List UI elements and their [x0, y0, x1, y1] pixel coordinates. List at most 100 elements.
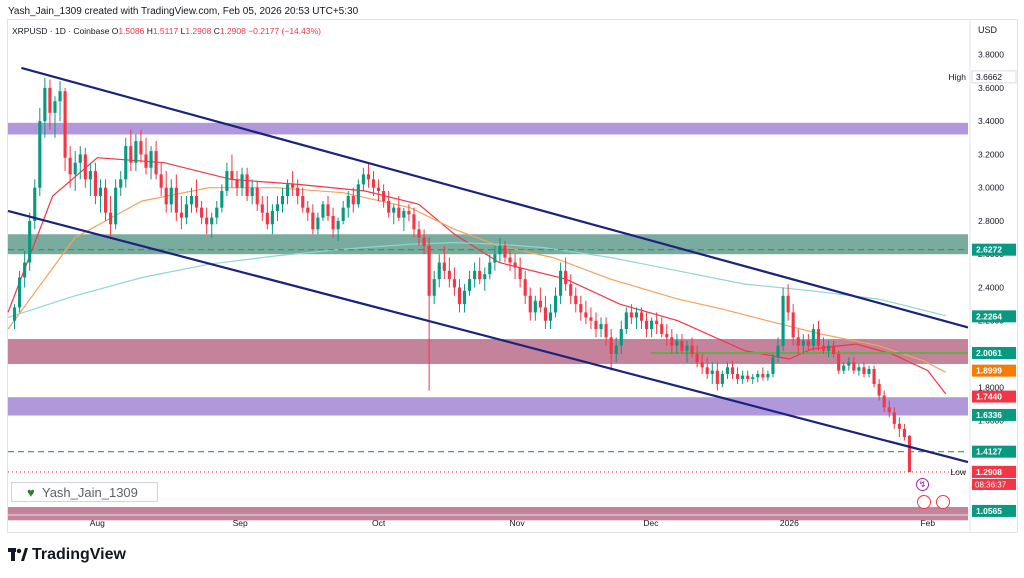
candle-body — [806, 340, 810, 346]
candle-73 — [382, 184, 386, 208]
candle-body — [488, 262, 492, 275]
candle-body — [543, 307, 547, 321]
candle-154 — [791, 304, 795, 346]
candle-123 — [634, 307, 639, 330]
candle-body — [397, 207, 401, 218]
candle-119 — [614, 337, 618, 363]
candle-body — [321, 204, 325, 218]
brand-text: TradingView — [32, 546, 126, 563]
candle-162 — [832, 340, 836, 358]
candle-body — [867, 368, 871, 374]
candle-body — [574, 295, 578, 305]
tradingview-icon — [8, 548, 28, 562]
candle-body — [907, 435, 912, 472]
candle-body — [483, 274, 487, 280]
moving-averages-layer — [7, 157, 947, 395]
candle-89 — [462, 284, 467, 313]
candle-body — [634, 312, 639, 318]
candle-body — [109, 212, 113, 225]
candle-body — [154, 151, 158, 175]
candle-body — [371, 179, 376, 188]
legend-low-label: L — [180, 26, 186, 36]
candle-136 — [700, 354, 704, 374]
candle-body — [518, 267, 522, 280]
candle-body — [589, 317, 593, 321]
candle-body — [189, 196, 194, 205]
price-label-box-6 — [972, 408, 1016, 421]
legend-change: −0.2177 (−14.43%) — [248, 26, 321, 36]
candle-138 — [710, 362, 714, 384]
candle-body — [93, 171, 97, 196]
candle-115 — [594, 312, 598, 338]
legend-close: 1.2908 — [219, 26, 246, 36]
symbol-legend[interactable]: XRPUSD · 1D · Coinbase O1.5086 H1.5117 L… — [12, 26, 321, 36]
candle-173 — [887, 400, 891, 418]
y-tick-label-3: 3.2000 — [978, 149, 1004, 159]
candle-body — [336, 220, 340, 230]
candle-5 — [38, 107, 42, 196]
candle-body — [655, 320, 659, 325]
candle-body — [796, 337, 800, 346]
candle-body — [179, 212, 183, 218]
price-label-value-3: 2.0061 — [976, 348, 1002, 358]
candle-164 — [842, 362, 846, 374]
candle-body — [392, 207, 396, 213]
candle-body — [680, 340, 684, 351]
candle-body — [781, 295, 785, 346]
candle-40 — [215, 200, 219, 225]
candle-109 — [564, 257, 568, 291]
legend-high: 1.5117 — [152, 26, 179, 36]
candle-body — [341, 207, 345, 221]
candle-body — [250, 187, 254, 196]
candle-53 — [280, 187, 285, 213]
candle-20 — [114, 179, 118, 230]
candle-93 — [483, 267, 487, 291]
candle-body — [776, 345, 780, 358]
candle-120 — [619, 320, 623, 354]
candle-body — [614, 345, 618, 354]
candle-76 — [397, 196, 401, 221]
candle-43 — [230, 154, 234, 188]
candle-body — [447, 270, 451, 280]
candle-28 — [154, 141, 158, 180]
candle-body — [832, 345, 836, 354]
candle-21 — [119, 171, 123, 196]
us-flag-icon[interactable] — [917, 495, 931, 509]
lightning-icon[interactable]: ↯ — [916, 478, 929, 491]
candle-body — [169, 187, 173, 205]
candle-48 — [255, 181, 259, 211]
candle-body — [564, 270, 568, 285]
candle-body — [260, 204, 264, 213]
y-tick-label-1: 3.6000 — [978, 83, 1004, 93]
candle-body — [346, 196, 350, 208]
candle-body — [842, 365, 846, 371]
candle-body — [280, 196, 285, 205]
candle-body — [291, 184, 295, 188]
candle-96 — [498, 237, 502, 263]
candle-body — [452, 279, 456, 288]
candle-82 — [427, 237, 431, 391]
x-tick-label-5: 2026 — [780, 518, 799, 528]
zone-3 — [8, 397, 968, 416]
axes-layer: USD 3.8000 3.6000 3.4000 3.2000 3.0000 2.8000 2… — [8, 20, 1004, 532]
candle-body — [710, 370, 714, 374]
candle-body — [275, 204, 280, 211]
candle-6 — [43, 77, 47, 138]
chart-caption: Yash_Jain_1309 created with TradingView.… — [8, 6, 359, 17]
candle-141 — [725, 362, 730, 379]
candle-70 — [366, 162, 371, 188]
candle-148 — [761, 367, 765, 381]
candle-100 — [518, 257, 522, 288]
candle-23 — [129, 129, 133, 172]
candle-67 — [351, 187, 355, 213]
candle-body — [766, 373, 770, 378]
candle-body — [432, 279, 436, 296]
candle-body — [417, 229, 421, 238]
price-label-box-9 — [972, 465, 1016, 478]
candle-body — [442, 262, 446, 271]
price-label-value-0: 3.6662 — [976, 72, 1002, 82]
candle-body — [837, 354, 841, 371]
candle-body — [801, 340, 805, 346]
us-flag-icon-2[interactable] — [936, 495, 950, 509]
